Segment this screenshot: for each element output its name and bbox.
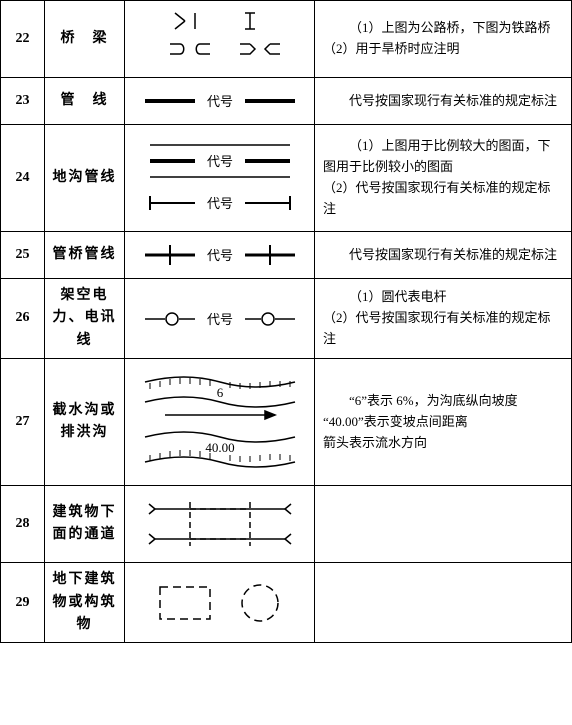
distance-value: 40.00: [205, 440, 234, 455]
row-name: 管 线: [45, 78, 125, 125]
row-desc: （1）上图为公路桥，下图为铁路桥（2）用于旱桥时应注明: [315, 1, 572, 78]
underpass-icon: [135, 494, 305, 554]
row-number: 27: [1, 359, 45, 486]
row-desc: （1）上图用于比例较大的图面，下图用于比例较小的图面（2）代号按国家现行有关标准…: [315, 125, 572, 232]
row-name: 建筑物下面的通道: [45, 486, 125, 563]
code-label: 代号: [206, 312, 232, 327]
drainage-ditch-icon: 6 40.00: [135, 367, 305, 477]
overhead-line-icon: 代号: [135, 304, 305, 334]
table-row: 23 管 线 代号 代号按国家现行有关标准的规定标注: [1, 78, 572, 125]
row-symbol: 代号: [125, 232, 315, 279]
row-symbol: [125, 563, 315, 643]
trench-pipeline-icon: 代号 代号: [135, 133, 305, 223]
table-row: 26 架空电力、电讯线 代号 （1）圆代表电杆（2）代号按国家现行有关标准的规定…: [1, 279, 572, 359]
code-label: 代号: [206, 154, 232, 169]
row-name: 地沟管线: [45, 125, 125, 232]
row-desc: 代号按国家现行有关标准的规定标注: [315, 232, 572, 279]
pipe-bridge-icon: 代号: [135, 240, 305, 270]
table-row: 25 管桥管线 代号 代号按国家现行有关标准的规定标注: [1, 232, 572, 279]
row-name: 桥 梁: [45, 1, 125, 78]
legend-table: 22 桥 梁 （1）上图为公路桥，下图为铁路桥（2）用于旱桥时应注明 23 管 …: [0, 0, 572, 643]
row-symbol: 6 40.00: [125, 359, 315, 486]
code-label: 代号: [206, 196, 232, 211]
code-label: 代号: [206, 94, 232, 109]
row-desc: “6”表示 6%，为沟底纵向坡度“40.00”表示变坡点间距离箭头表示流水方向: [315, 359, 572, 486]
row-desc: （1）圆代表电杆（2）代号按国家现行有关标准的规定标注: [315, 279, 572, 359]
slope-value: 6: [216, 385, 223, 400]
code-label: 代号: [206, 248, 232, 263]
row-symbol: [125, 1, 315, 78]
table-row: 28 建筑物下面的通道: [1, 486, 572, 563]
row-symbol: 代号: [125, 78, 315, 125]
row-name: 地下建筑物或构筑物: [45, 563, 125, 643]
row-number: 23: [1, 78, 45, 125]
row-number: 22: [1, 1, 45, 78]
row-number: 28: [1, 486, 45, 563]
row-name: 架空电力、电讯线: [45, 279, 125, 359]
table-row: 24 地沟管线 代号 代号 （1）上图用于比例较大的图面: [1, 125, 572, 232]
bridge-icon: [135, 9, 305, 69]
row-number: 25: [1, 232, 45, 279]
row-symbol: 代号: [125, 279, 315, 359]
row-number: 26: [1, 279, 45, 359]
row-number: 29: [1, 563, 45, 643]
underground-structure-icon: [135, 575, 305, 630]
row-number: 24: [1, 125, 45, 232]
row-name: 截水沟或排洪沟: [45, 359, 125, 486]
row-desc: [315, 563, 572, 643]
row-symbol: [125, 486, 315, 563]
row-desc: 代号按国家现行有关标准的规定标注: [315, 78, 572, 125]
row-desc: [315, 486, 572, 563]
row-name: 管桥管线: [45, 232, 125, 279]
pipeline-icon: 代号: [135, 86, 305, 116]
table-row: 29 地下建筑物或构筑物: [1, 563, 572, 643]
table-row: 22 桥 梁 （1）上图为公路桥，下图为铁路桥（2）用于旱桥时应注明: [1, 1, 572, 78]
table-row: 27 截水沟或排洪沟 6: [1, 359, 572, 486]
row-symbol: 代号 代号: [125, 125, 315, 232]
